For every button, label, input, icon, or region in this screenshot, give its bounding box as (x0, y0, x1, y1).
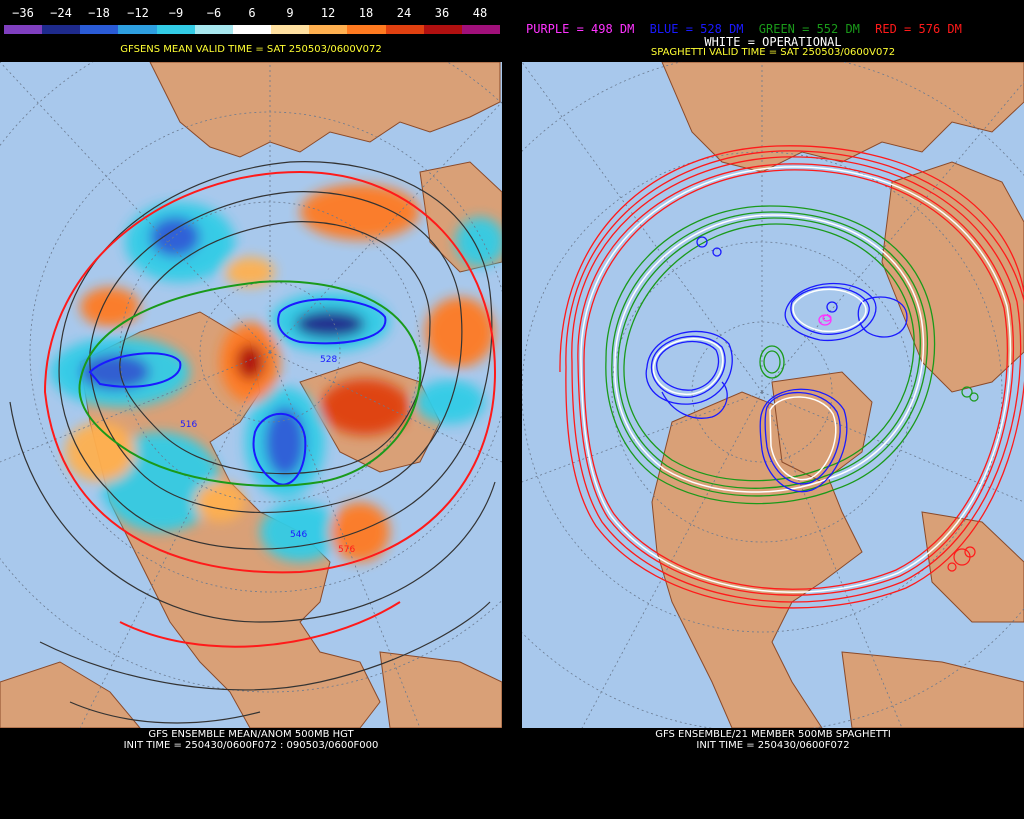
spaghetti-isolated-green (961, 386, 979, 402)
colorbar-swatch (42, 25, 81, 34)
legend-red: RED = 576 DM (875, 22, 962, 36)
contour-552 (78, 280, 422, 487)
colorbar-label: 12 (320, 6, 336, 20)
anomaly-colorbar (4, 25, 501, 34)
contour-label: 576 (338, 545, 355, 555)
contour-value-labels: 528 516 546 576 (180, 355, 355, 555)
colorbar-label: −9 (168, 6, 184, 20)
legend-white: WHITE = OPERATIONAL (704, 35, 842, 49)
panel-divider (502, 0, 522, 819)
colorbar-label: 6 (248, 6, 256, 20)
colorbar-swatch (271, 25, 310, 34)
mean-footer-title: GFS ENSEMBLE MEAN/ANOM 500MB HGT (148, 729, 354, 740)
spaghetti-footer-init-time: INIT TIME = 250430/0600F072 (696, 740, 850, 751)
legend-blue: BLUE = 528 DM (649, 22, 744, 36)
contour-label: 516 (180, 420, 197, 430)
colorbar-label: −6 (206, 6, 222, 20)
mean-footer-init-time: INIT TIME = 250430/0600F072 : 090503/060… (123, 740, 379, 751)
spaghetti-528-white (652, 288, 867, 481)
spaghetti-552-green (605, 205, 936, 505)
spaghetti-498-purple (818, 314, 832, 326)
colorbar-label: 24 (396, 6, 412, 20)
spaghetti-legend: PURPLE = 498 DM BLUE = 528 DM GREEN = 55… (526, 22, 1022, 36)
colorbar-swatch (461, 25, 501, 34)
spaghetti-valid-time: SPAGHETTI VALID TIME = SAT 250503/0600V0… (650, 47, 896, 58)
colorbar-label: −24 (50, 6, 72, 20)
colorbar-label: 9 (286, 6, 294, 20)
colorbar-label: −36 (12, 6, 34, 20)
height-contours (9, 161, 496, 724)
spaghetti-552-white (614, 214, 925, 493)
colorbar-swatch (4, 25, 43, 34)
graticule (0, 62, 502, 728)
colorbar-swatch (156, 25, 195, 34)
spaghetti-panel: PURPLE = 498 DM BLUE = 528 DM GREEN = 55… (522, 0, 1024, 819)
colorbar-label: −12 (127, 6, 149, 20)
spaghetti-528-blue (645, 236, 908, 493)
spaghetti-map (522, 62, 1024, 728)
spaghetti-576-white (580, 166, 1012, 593)
colorbar-label: 36 (434, 6, 450, 20)
colorbar-swatch (309, 25, 348, 34)
colorbar-label: 18 (358, 6, 374, 20)
colorbar-label: 48 (472, 6, 488, 20)
contour-label: 546 (290, 530, 307, 540)
spaghetti-576-red (559, 145, 1024, 609)
colorbar-label: −18 (88, 6, 110, 20)
contour-label: 528 (320, 355, 337, 365)
legend-green: GREEN = 552 DM (758, 22, 860, 36)
colorbar-swatch (118, 25, 157, 34)
colorbar-swatch (347, 25, 386, 34)
colorbar-swatch (423, 25, 462, 34)
ensemble-mean-panel: −36 −24 −18 −12 −9 −6 6 9 12 18 24 36 48… (0, 0, 502, 819)
ensemble-mean-map: 528 516 546 576 (0, 62, 502, 728)
colorbar-labels: −36 −24 −18 −12 −9 −6 6 9 12 18 24 36 48 (4, 6, 500, 20)
anomaly-shading (50, 184, 502, 562)
legend-purple: PURPLE = 498 DM (526, 22, 635, 36)
colorbar-swatch (232, 25, 272, 34)
spaghetti-isolated-red (947, 546, 976, 572)
contour-576 (43, 170, 497, 648)
contour-528 (88, 298, 387, 486)
colorbar-swatch (385, 25, 424, 34)
mean-valid-time: GFSENS MEAN VALID TIME = SAT 250503/0600… (120, 44, 382, 55)
colorbar-swatch (80, 25, 119, 34)
colorbar-swatch (194, 25, 233, 34)
spaghetti-footer-title: GFS ENSEMBLE/21 MEMBER 500MB SPAGHETTI (655, 729, 891, 740)
